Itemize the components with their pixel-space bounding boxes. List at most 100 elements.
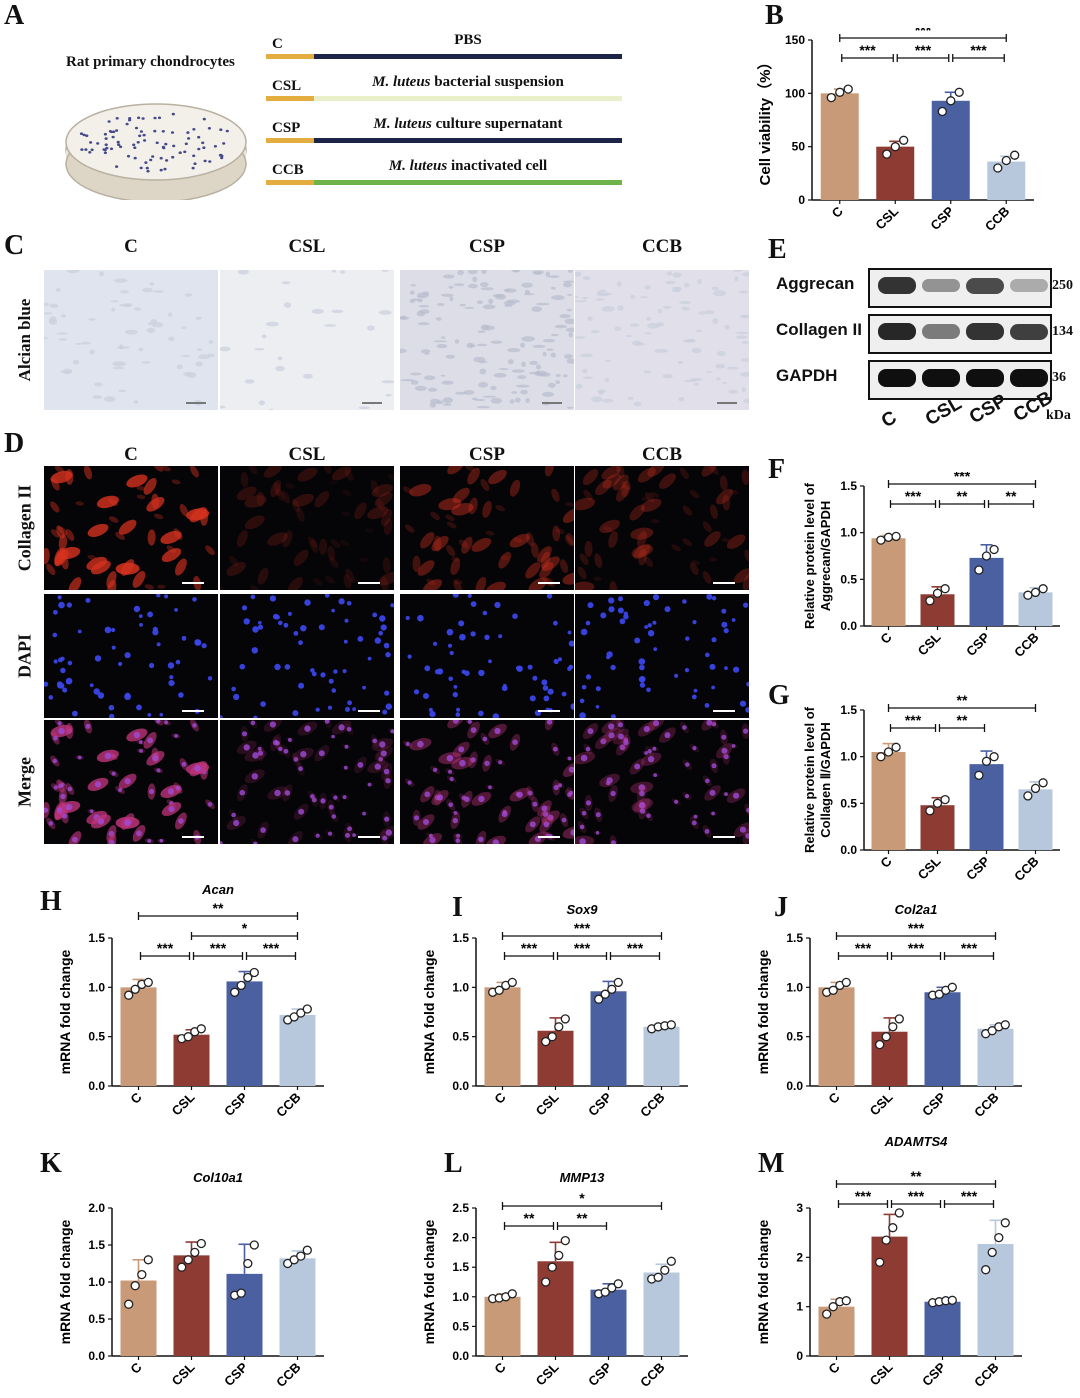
nucleus [156, 720, 161, 724]
data-point [607, 984, 617, 994]
cell-body [679, 467, 689, 480]
stain-speck [153, 290, 164, 293]
cell-body [54, 547, 66, 565]
scale-bar [717, 402, 737, 404]
x-tick-label: C [127, 1089, 145, 1107]
nucleus [357, 636, 364, 642]
bar-ccb [977, 1244, 1014, 1356]
x-tick-label: C [877, 629, 895, 647]
x-tick-label: C [877, 853, 895, 871]
stain-speck [520, 342, 526, 348]
cell-dot [192, 154, 196, 158]
nucleus [647, 749, 652, 754]
nucleus [581, 810, 587, 816]
y-tick-label: 0.0 [88, 1349, 105, 1363]
nucleus [721, 747, 728, 754]
stain-speck [656, 322, 665, 327]
fluorescence-image [575, 594, 749, 718]
cell-body [565, 502, 574, 507]
nucleus [338, 598, 345, 605]
cell-body [726, 534, 746, 549]
stain-speck [635, 342, 646, 346]
nucleus [423, 819, 429, 825]
nucleus [664, 732, 671, 739]
stain-speck [523, 293, 536, 296]
nucleus [251, 647, 258, 654]
nucleus [587, 728, 594, 735]
stain-speck [580, 353, 593, 358]
nucleus [711, 811, 715, 816]
stain-speck [601, 306, 615, 312]
treatment-label-c: PBS [454, 32, 482, 48]
treatment-line-c [314, 54, 622, 59]
data-point [547, 1262, 557, 1272]
nucleus [58, 783, 63, 789]
nucleus [89, 683, 94, 688]
nucleus [111, 771, 116, 776]
panel-letter-b: B [765, 0, 784, 31]
cell-body [630, 527, 654, 540]
bar-csl [173, 1034, 210, 1086]
nucleus [448, 802, 453, 808]
cell-body [365, 528, 374, 533]
blot-strip [868, 314, 1052, 354]
cell-body [367, 506, 389, 520]
stain-speck [604, 359, 612, 362]
x-tick-label: CSP [221, 1359, 251, 1389]
significance-label: *** [627, 940, 644, 956]
bar-csp [226, 1273, 263, 1356]
chart-title: Acan [201, 882, 234, 897]
stain-speck [220, 346, 231, 352]
data-point [891, 742, 901, 752]
stain-speck [575, 296, 579, 299]
cell-body [205, 545, 215, 556]
stain-speck [490, 340, 503, 344]
x-tick-label: CSP [221, 1089, 251, 1119]
fluorescence-texture [220, 466, 394, 590]
nucleus [684, 794, 690, 799]
cell-body [345, 568, 354, 582]
stain-speck [490, 397, 502, 404]
nucleus [278, 620, 283, 626]
nucleus [168, 680, 175, 687]
nucleus [643, 600, 650, 607]
stain-speck [643, 370, 652, 374]
nucleus [705, 652, 710, 658]
stain-speck [559, 314, 571, 319]
cell-dot [157, 116, 162, 120]
stain-speck [62, 368, 73, 375]
stain-speck [150, 319, 158, 325]
alcian-image-3 [575, 270, 749, 410]
blot-band [922, 278, 960, 293]
nucleus [516, 665, 523, 672]
y-axis-label: mRNA fold change [421, 1219, 437, 1344]
stain-speck [420, 349, 431, 354]
data-point [828, 1302, 838, 1312]
nucleus [579, 838, 586, 844]
data-point [130, 984, 140, 994]
blot-protein-label: Aggrecan [776, 274, 855, 293]
stain-speck [72, 359, 80, 365]
stain-speck [400, 379, 415, 382]
stain-speck [563, 281, 572, 288]
nucleus [580, 754, 588, 762]
stain-speck [705, 370, 713, 373]
stain-speck [511, 391, 518, 394]
stain-speck [529, 360, 539, 365]
data-point [940, 584, 950, 594]
y-tick-label: 1.0 [88, 980, 105, 994]
nucleus [652, 720, 660, 727]
stain-speck [442, 274, 455, 279]
significance-label: *** [905, 712, 922, 728]
cell-body [468, 497, 478, 515]
stain-speck [414, 385, 427, 391]
data-point [875, 1257, 885, 1267]
nucleus [318, 624, 325, 631]
x-tick-label: CCB [1011, 854, 1042, 885]
cell-dot [171, 112, 175, 116]
cell-body [87, 523, 109, 537]
cell-body [689, 562, 699, 576]
cell-body [285, 482, 295, 489]
stain-speck [494, 293, 506, 300]
fluorescence-texture [402, 466, 574, 590]
